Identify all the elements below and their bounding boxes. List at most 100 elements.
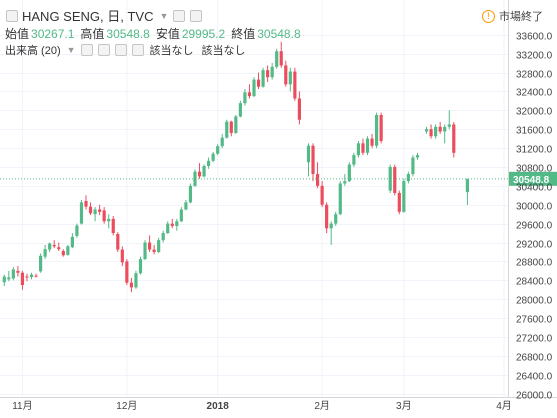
close-value: 30548.8 [257, 26, 301, 41]
candle-body [170, 223, 174, 226]
high-label: 高值 [80, 27, 105, 41]
candle-body [29, 274, 34, 277]
candle-body [334, 214, 338, 224]
open-label: 始值 [5, 27, 30, 41]
candle-body [397, 192, 401, 212]
price-tick-label: 30800.0 [516, 164, 553, 175]
price-tick-label: 32000.0 [516, 107, 553, 118]
candle-body [443, 126, 447, 132]
candle-body [166, 223, 170, 234]
indicator-value: 該当なし [149, 45, 194, 57]
candle-body [66, 246, 70, 255]
candle-body [179, 209, 183, 222]
candle-body [365, 138, 370, 153]
candle-body [343, 181, 347, 184]
candle-body [424, 129, 429, 132]
market-status[interactable]: ! 市場終了 [482, 8, 543, 24]
candle-body [338, 183, 342, 215]
candle-body [48, 243, 52, 250]
candle-body [202, 166, 206, 177]
price-tick-label: 28000.0 [516, 296, 553, 307]
candle-body [252, 79, 256, 97]
eye-icon[interactable] [173, 9, 186, 22]
candle-body [315, 174, 320, 186]
candle-body [229, 121, 233, 133]
candle-body [325, 204, 329, 229]
candle-body [311, 145, 315, 175]
candle-body [375, 115, 379, 146]
symbol-row: HANG SENG, 日, TVC ▼ [5, 6, 203, 25]
price-tick-label: 33600.0 [516, 32, 553, 43]
candle-body [293, 71, 297, 99]
volume-indicator-row: 出来高 (20) ▼ 該当なし 該当なし [5, 42, 248, 58]
price-tick-label: 29200.0 [516, 240, 553, 251]
price-tick-label: 28400.0 [516, 277, 553, 288]
candle-body [352, 155, 356, 165]
candle-body [75, 225, 79, 236]
time-tick-label: 2月 [314, 400, 330, 412]
candle-body [297, 98, 301, 120]
candle-body [125, 261, 129, 283]
candle-body [188, 185, 193, 203]
candle-body [129, 282, 133, 288]
price-tick-label: 28800.0 [516, 258, 553, 269]
candle-body [20, 272, 25, 286]
candle-body [175, 221, 179, 226]
symbol-title[interactable]: HANG SENG, 日, TVC [22, 9, 154, 24]
candle-body [157, 240, 161, 252]
candle-body [11, 269, 15, 279]
time-tick-label: 2018 [207, 401, 230, 412]
close-icon[interactable] [131, 44, 144, 56]
price-tick-label: 31600.0 [516, 126, 553, 137]
candle-body [356, 143, 361, 156]
indicator-label[interactable]: 出来高 (20) [5, 45, 61, 57]
candle-body [197, 171, 202, 177]
candle-body [238, 103, 242, 117]
time-tick-label: 11月 [12, 400, 32, 412]
chevron-down-icon[interactable]: ▼ [66, 45, 76, 55]
time-tick-label: 12月 [116, 400, 137, 412]
candle-body [25, 276, 29, 278]
price-tick-label: 31200.0 [516, 145, 553, 156]
candle-body [220, 137, 224, 147]
candle-body [102, 210, 106, 222]
price-tick-label: 32400.0 [516, 88, 553, 99]
candle-body [266, 70, 270, 78]
candle-body [447, 124, 451, 127]
price-tick-label: 26000.0 [516, 391, 553, 402]
candle-body [284, 65, 288, 85]
candle-body [279, 51, 283, 66]
candle-body [256, 79, 261, 87]
price-tick-label: 26400.0 [516, 372, 553, 383]
candle-body [57, 247, 61, 250]
candle-body [329, 223, 333, 229]
candle-body [393, 166, 397, 193]
chart-header: HANG SENG, 日, TVC ▼ 始值 30267.1 高值 30548.… [0, 0, 557, 60]
candle-body [306, 145, 311, 163]
price-tick-label: 33200.0 [516, 51, 553, 62]
candle-body [88, 206, 93, 214]
candle-body [438, 126, 442, 132]
candle-body [193, 171, 197, 186]
eye-icon[interactable] [80, 44, 93, 56]
price-tick-label: 30400.0 [516, 183, 553, 194]
add-icon[interactable] [114, 44, 127, 56]
candle-body [347, 164, 351, 182]
candle-body [243, 92, 247, 104]
price-tick-label: 27200.0 [516, 334, 553, 345]
collapse-icon[interactable] [6, 9, 18, 22]
settings-icon[interactable] [190, 9, 203, 22]
candle-body [79, 202, 84, 224]
candle-body [361, 143, 365, 153]
candle-body [184, 202, 188, 210]
candle-body [16, 270, 20, 273]
candle-body [34, 275, 38, 277]
settings-icon[interactable] [97, 44, 110, 56]
time-tick-label: 4月 [496, 400, 512, 412]
candle-body [84, 200, 88, 207]
chevron-down-icon[interactable]: ▼ [159, 10, 169, 21]
candle-body [275, 51, 279, 67]
candle-body [402, 181, 406, 212]
